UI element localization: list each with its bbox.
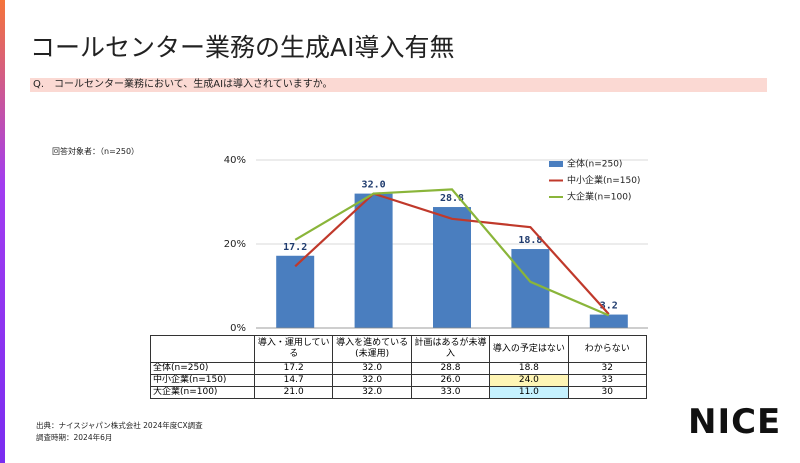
table-cell: 14.7 [253, 374, 334, 387]
table-cell: 24.0 [489, 374, 569, 387]
table-row: 全体(n=250) 17.2 32.0 28.8 18.8 32 [150, 362, 647, 375]
line-series [294, 188, 610, 317]
bar [433, 207, 471, 328]
table-cell: 32.0 [332, 386, 412, 399]
question: Q. コールセンター業務において、生成AIは導入されていますか。 [33, 79, 333, 90]
table-header: わからない [567, 335, 647, 363]
table-cell: 32.0 [332, 374, 412, 387]
legend-label: 全体(n=250) [567, 158, 622, 170]
table-cell: 32.0 [332, 362, 412, 375]
bar [511, 249, 550, 328]
legend-label: 大企業(n=100) [567, 191, 631, 203]
y-tick-label: 20% [224, 239, 246, 250]
data-table: 導入・運用している 導入を進めている(未運用) 計画はあるが未導入 導入の予定はないわ… [150, 335, 647, 399]
y-tick-label: 0% [230, 323, 246, 334]
table-header: 導入の予定はない [489, 335, 569, 363]
table-header: 導入を進めている(未運用) [332, 335, 412, 363]
table-cell: 17.2 [253, 362, 334, 375]
table-row-label: 中小企業(n=150) [150, 374, 255, 387]
title: コールセンター業務の生成AI導入有無 [30, 33, 455, 62]
table-cell: 30 [567, 386, 647, 399]
line-series [294, 192, 610, 315]
table-row: 中小企業(n=150) 14.7 32.0 26.0 24.0 33 [150, 374, 647, 387]
table-row-label: 大企業(n=100) [150, 386, 255, 399]
table-header: 計画はあるが未導入 [410, 335, 491, 363]
bar [276, 255, 315, 328]
table-cell: 21.0 [253, 386, 334, 399]
table-cell: 33.0 [410, 386, 491, 399]
question-bar [30, 78, 767, 92]
table-cell: 18.8 [489, 362, 569, 375]
respondents: 回答対象者：（n=250） [52, 147, 140, 156]
table-header: 導入・運用している [253, 335, 334, 363]
logo: NICE [688, 402, 782, 442]
table-cell: 33 [567, 374, 647, 387]
table-cell: 11.0 [489, 386, 569, 399]
bar [354, 193, 393, 328]
bar [589, 314, 628, 328]
table-cell: 26.0 [410, 374, 491, 387]
table-cell: 28.8 [410, 362, 491, 375]
y-tick-label: 40% [224, 155, 246, 166]
legend-label: 中小企業(n=150) [567, 174, 640, 186]
table-row: 大企業(n=100) 21.0 32.0 33.0 11.0 30 [150, 386, 647, 399]
data-label: 17.2 [283, 242, 307, 253]
data-label: 3.2 [600, 301, 618, 312]
table-corner [150, 335, 255, 363]
table-cell: 32 [567, 362, 647, 375]
data-label: 18.8 [518, 235, 542, 246]
period: 調査時期：2024年6月 [36, 433, 113, 442]
legend-swatch [549, 161, 563, 167]
table-row-label: 全体(n=250) [150, 362, 255, 375]
data-label: 28.8 [440, 193, 464, 204]
source: 出典：ナイスジャパン株式会社 2024年度CX調査 [36, 421, 203, 430]
data-label: 32.0 [362, 180, 386, 191]
table-row: 導入・運用している 導入を進めている(未運用) 計画はあるが未導入 導入の予定はないわ… [150, 335, 647, 363]
side-bar [0, 0, 5, 463]
